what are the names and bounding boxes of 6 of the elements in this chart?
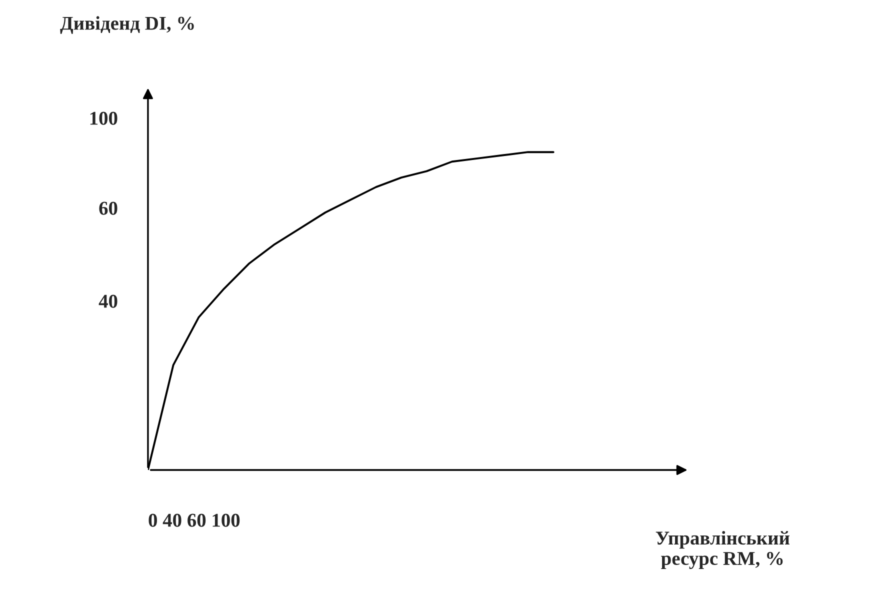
text: Управлінський ресурс RM, % <box>656 530 790 570</box>
text: 60 <box>99 202 118 215</box>
text: 0 40 60 100 <box>148 514 240 527</box>
text: 100 <box>90 112 118 125</box>
text: 40 <box>98 294 118 308</box>
text: Дивіденд DI, % <box>60 16 194 34</box>
